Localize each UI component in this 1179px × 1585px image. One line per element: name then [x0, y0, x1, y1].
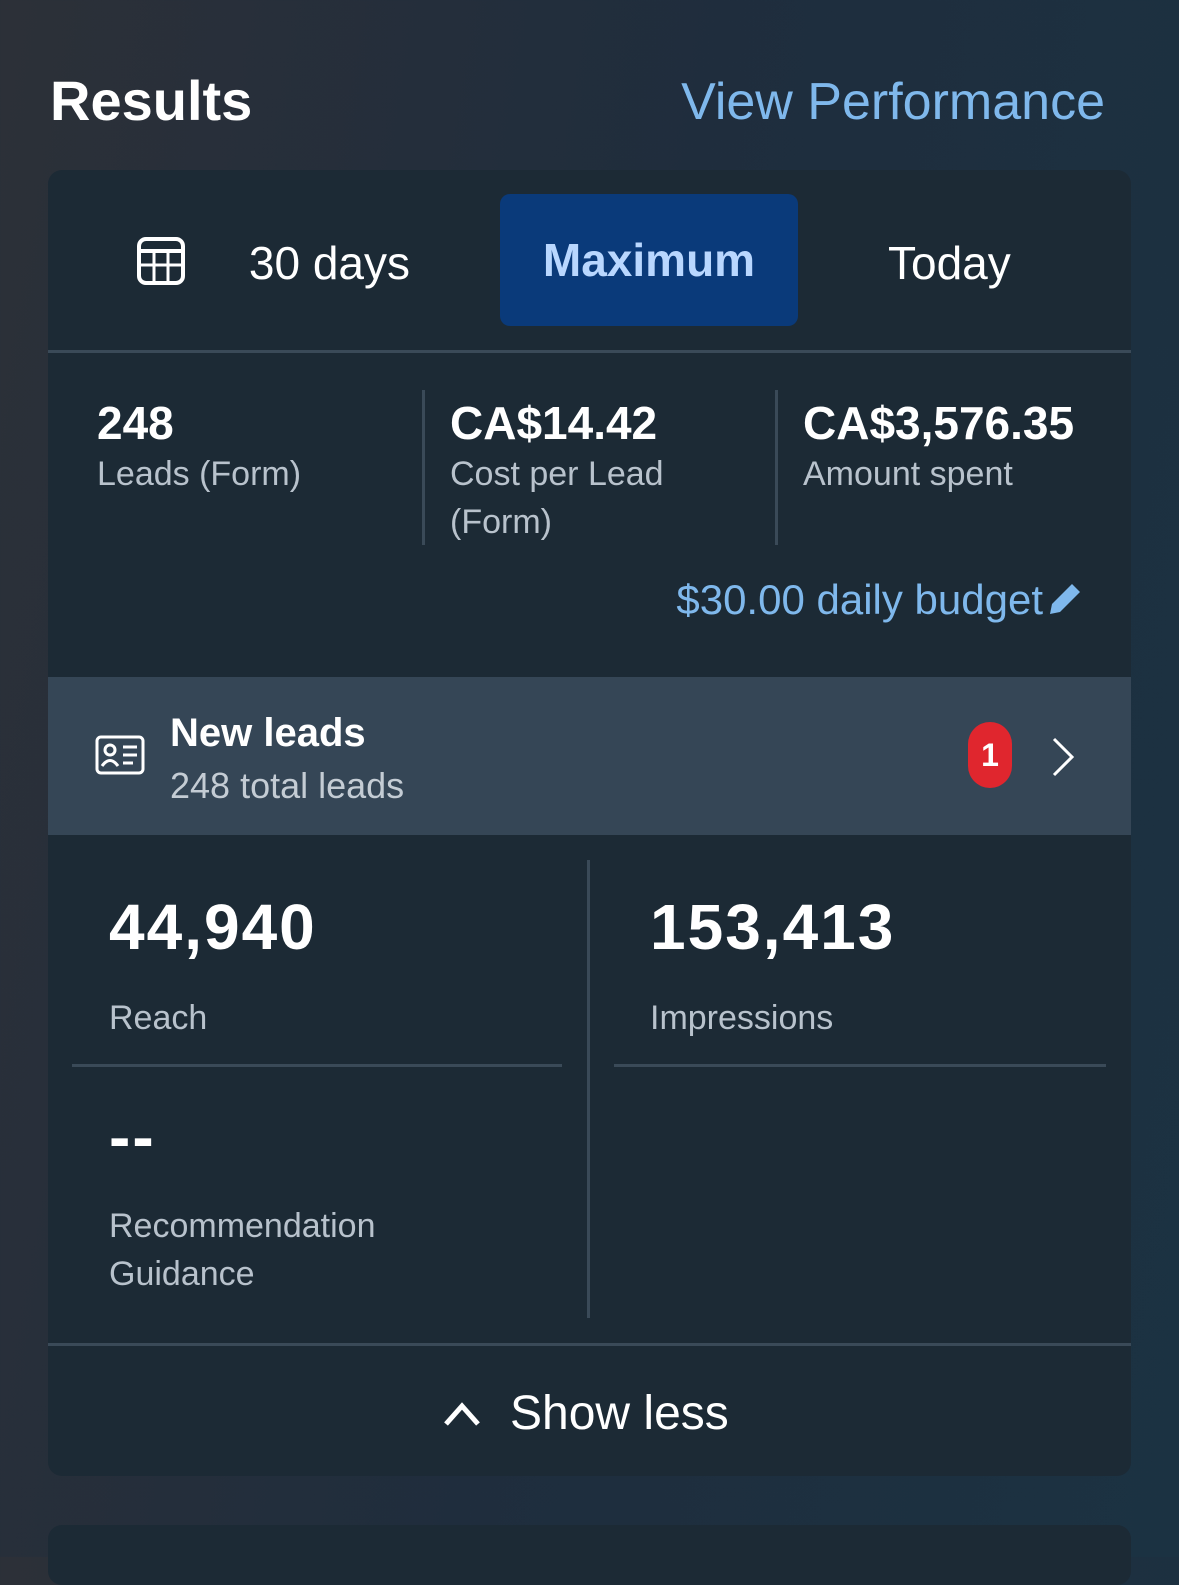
- chevron-up[interactable]: [442, 1398, 482, 1428]
- summary-label: Amount spent: [803, 455, 1013, 493]
- section-title: Results: [50, 69, 253, 132]
- view-performance-link[interactable]: View Performance: [681, 73, 1105, 131]
- divider: [422, 390, 425, 545]
- new-leads-row[interactable]: New leads 248 total leads 1: [48, 677, 1131, 835]
- badge: 1: [968, 722, 1012, 788]
- summary-value: CA$3,576.35: [803, 397, 1075, 449]
- next-card: [48, 1525, 1131, 1585]
- divider: [48, 1343, 1131, 1346]
- calendar-icon[interactable]: [136, 236, 186, 286]
- divider: [614, 1064, 1106, 1067]
- metric-value: 153,413: [650, 891, 896, 963]
- metric-label: Recommendation Guidance: [109, 1207, 376, 1293]
- divider: [72, 1064, 562, 1067]
- results-card: 30 days Maximum Today 248 Leads (Form) C…: [48, 170, 1131, 1476]
- daily-budget[interactable]: $30.00 daily budget: [676, 576, 1043, 623]
- metric-value: 44,940: [109, 891, 317, 963]
- summary-value: CA$14.42: [450, 397, 658, 449]
- divider: [587, 860, 590, 1318]
- edit-icon[interactable]: [1046, 580, 1084, 618]
- summary-value: 248: [97, 397, 174, 449]
- show-less-button[interactable]: Show less: [510, 1387, 729, 1440]
- metric-label: Impressions: [650, 999, 834, 1037]
- summary-label: Leads (Form): [97, 455, 302, 493]
- tab-today[interactable]: Today: [888, 237, 1011, 289]
- divider: [48, 350, 1131, 353]
- tab-30-days[interactable]: 30 days: [248, 237, 410, 289]
- chevron-right: [1052, 737, 1075, 777]
- divider: [775, 390, 778, 545]
- metric-value: --: [109, 1101, 156, 1173]
- leads-icon: [95, 735, 145, 775]
- metric-label: Reach: [109, 999, 208, 1037]
- new-leads-subtitle: 248 total leads: [170, 765, 405, 806]
- summary-label: Cost per Lead (Form): [450, 455, 664, 541]
- tab-selected[interactable]: Maximum: [500, 194, 798, 326]
- new-leads-title: New leads: [170, 711, 366, 755]
- tab-maximum[interactable]: Maximum: [542, 234, 756, 286]
